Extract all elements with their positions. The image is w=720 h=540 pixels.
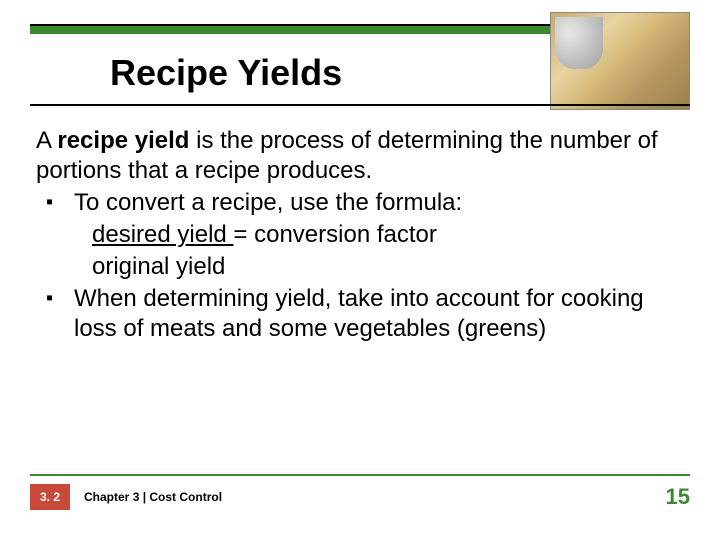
page-number: 15	[666, 484, 690, 510]
bullet-square-icon: ▪	[46, 284, 60, 312]
formula-numerator: desired yield	[92, 221, 233, 248]
page-title: Recipe Yields	[30, 44, 690, 102]
formula-line: desired yield = conversion factor	[92, 220, 684, 250]
intro-paragraph: A recipe yield is the process of determi…	[36, 126, 684, 186]
bullet-text: To convert a recipe, use the formula:	[74, 188, 684, 218]
formula-equals: = conversion factor	[233, 221, 436, 248]
body-content: A recipe yield is the process of determi…	[36, 126, 684, 344]
bullet-item: ▪ When determining yield, take into acco…	[36, 284, 684, 344]
footer-divider	[30, 474, 690, 476]
intro-prefix: A	[36, 127, 57, 154]
title-underline	[30, 104, 690, 106]
formula-denominator: original yield	[92, 253, 225, 280]
intro-bold-term: recipe yield	[57, 127, 189, 154]
footer: 3. 2 Chapter 3 | Cost Control 15	[30, 474, 690, 510]
bullet-item: ▪ To convert a recipe, use the formula:	[36, 188, 684, 218]
footer-row: 3. 2 Chapter 3 | Cost Control 15	[30, 484, 690, 510]
title-block: Recipe Yields	[30, 44, 690, 106]
bullet-text: When determining yield, take into accoun…	[74, 284, 684, 344]
footer-left: 3. 2 Chapter 3 | Cost Control	[30, 484, 222, 510]
bullet-square-icon: ▪	[46, 188, 60, 216]
chapter-label: Chapter 3 | Cost Control	[84, 490, 222, 504]
section-number-box: 3. 2	[30, 484, 70, 510]
formula-line: original yield	[92, 252, 684, 282]
